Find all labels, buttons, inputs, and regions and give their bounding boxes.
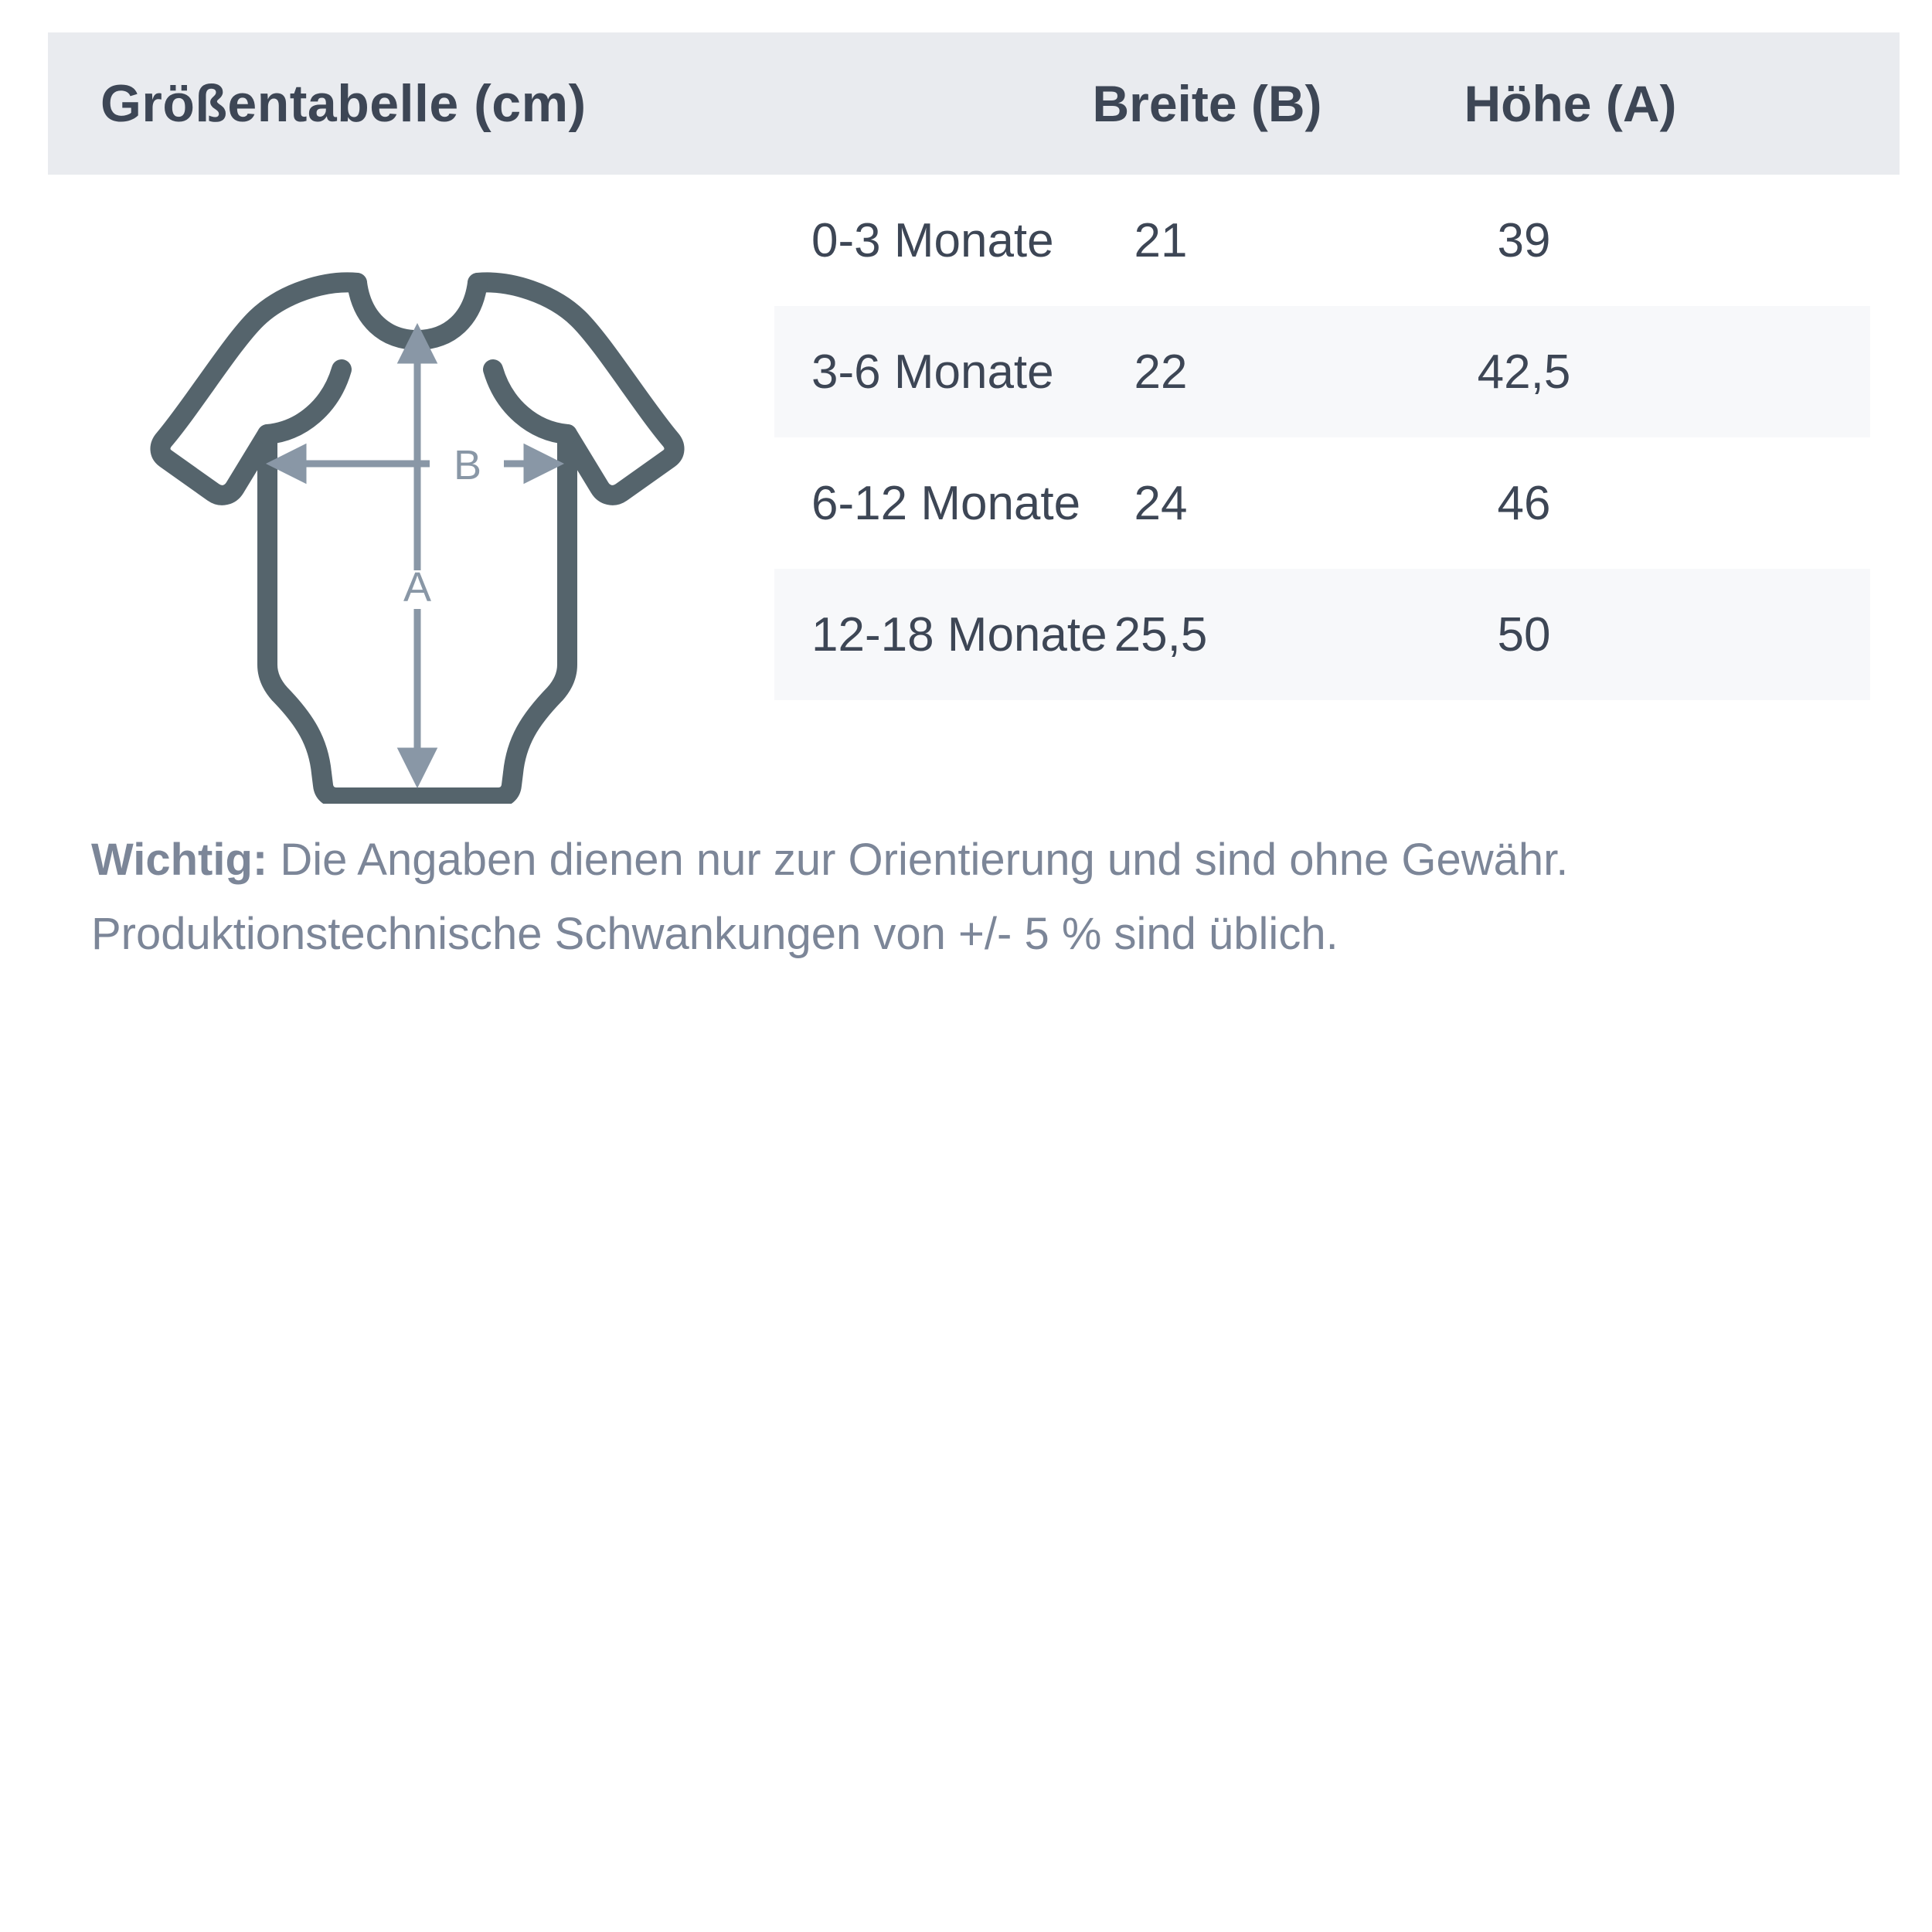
- column-header-height: Höhe (A): [1464, 75, 1677, 132]
- cell-width: 22: [1134, 345, 1188, 399]
- cell-height: 42,5: [1477, 345, 1571, 399]
- table-header-band: Größentabelle (cm) Breite (B) Höhe (A): [48, 32, 1900, 175]
- footnote-label: Wichtig:: [91, 835, 268, 885]
- page-title: Größentabelle (cm): [100, 74, 587, 133]
- cell-size: 3-6 Monate: [811, 345, 1054, 399]
- bodysuit-right-shoulder-seam: [483, 359, 577, 444]
- column-header-width: Breite (B): [1092, 75, 1322, 132]
- bodysuit-left-shoulder-seam: [257, 359, 352, 444]
- table-row: 0-3 Monate 21 39: [774, 175, 1870, 306]
- table-row: 12-18 Monate 25,5 50: [774, 569, 1870, 700]
- height-arrow-down-head: [396, 747, 438, 789]
- cell-height: 46: [1497, 476, 1551, 530]
- cell-size: 0-3 Monate: [811, 213, 1054, 267]
- cell-height: 39: [1497, 213, 1551, 267]
- cell-width: 21: [1134, 213, 1188, 267]
- measurement-arrows: [265, 322, 565, 789]
- height-label: A: [403, 564, 431, 611]
- footnote-line-2: Produktionstechnische Schwankungen von +…: [91, 897, 1869, 971]
- size-table: 0-3 Monate 21 39 3-6 Monate 22 42,5 6-12…: [774, 175, 1870, 700]
- footnote-text-1: Die Angaben dienen nur zur Orientierung …: [280, 835, 1569, 885]
- width-arrow-left-head: [265, 443, 307, 485]
- footnote-text-2: Produktionstechnische Schwankungen von +…: [91, 909, 1338, 959]
- baby-bodysuit-icon: B A: [116, 232, 719, 808]
- bodysuit-body-path: [150, 272, 685, 808]
- cell-width: 24: [1134, 476, 1188, 530]
- table-row: 3-6 Monate 22 42,5: [774, 306, 1870, 437]
- footnote-line-1: Wichtig: Die Angaben dienen nur zur Orie…: [91, 823, 1869, 897]
- cell-height: 50: [1497, 607, 1551, 662]
- height-arrow-up-head: [396, 322, 438, 364]
- width-arrow-right-head: [523, 443, 565, 485]
- cell-size: 6-12 Monate: [811, 476, 1081, 530]
- footnote: Wichtig: Die Angaben dienen nur zur Orie…: [91, 823, 1869, 971]
- cell-width: 25,5: [1114, 607, 1208, 662]
- table-row: 6-12 Monate 24 46: [774, 437, 1870, 569]
- cell-size: 12-18 Monate: [811, 607, 1107, 662]
- width-label: B: [454, 442, 481, 488]
